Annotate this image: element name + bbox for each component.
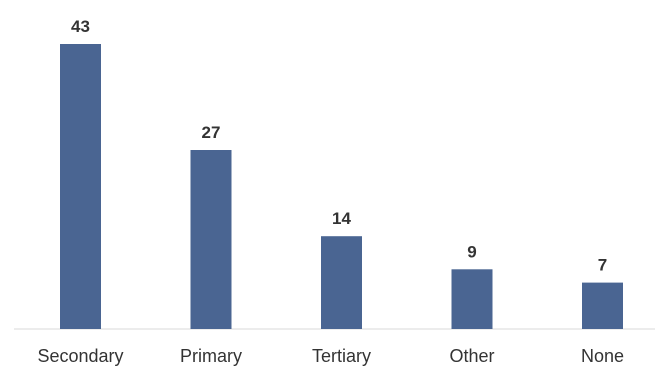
x-tick-label-secondary: Secondary [37,346,123,366]
data-label-primary: 27 [202,123,221,142]
x-tick-labels: Secondary Primary Tertiary Other None [37,346,624,366]
x-tick-label-primary: Primary [180,346,242,366]
data-label-secondary: 43 [71,17,90,36]
data-label-none: 7 [598,256,607,275]
x-tick-label-other: Other [449,346,494,366]
x-tick-label-none: None [581,346,624,366]
bar-tertiary [321,236,362,329]
bar-series [60,44,623,329]
data-label-other: 9 [467,242,476,261]
bar-other [451,269,493,329]
data-labels: 43 27 14 9 7 [71,17,607,275]
x-tick-label-tertiary: Tertiary [312,346,371,366]
bar-none [582,282,623,329]
bar-secondary [60,44,101,329]
bar-primary [190,150,232,329]
data-label-tertiary: 14 [332,209,351,228]
